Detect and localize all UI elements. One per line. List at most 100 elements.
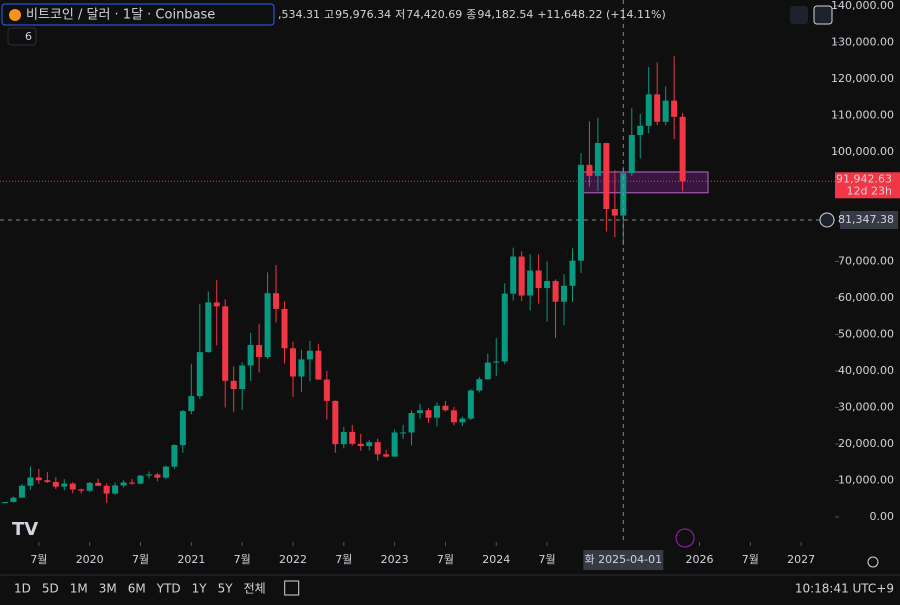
y-tick-label: 0.00 [870,510,895,523]
candle-body [510,256,517,294]
candle-body [120,482,127,486]
legend-value: 74,420.69 [406,8,462,21]
candle-body [366,442,373,447]
candle-body [61,483,68,487]
event-icon [675,528,695,548]
candle-body [86,482,93,491]
candle-body [679,116,686,182]
y-tick-label: 110,000.00 [831,108,894,121]
clock: 10:18:41 UTC+9 [795,582,894,596]
symbol: 비트코인 / 달러 · 1달 · Coinbase [26,8,215,23]
candle-body [671,100,678,117]
candle-body [323,379,330,401]
candle-body [315,350,322,380]
candle-body [391,432,398,457]
candle-body [205,302,212,353]
range-button[interactable]: 3M [99,582,117,596]
candle-body [2,502,8,504]
crosshair-x-tag [583,550,664,570]
candle-body [44,480,51,482]
x-tick-label: 2020 [76,553,104,566]
indicator-toggle[interactable] [7,27,37,46]
candle-body [230,380,237,390]
range-button[interactable]: 1D [14,582,31,596]
legend-value: 고 [324,8,334,21]
candle-body [239,365,246,390]
candle-body [628,134,635,174]
candle-body [408,413,415,433]
legend-value: 94,182.54 [477,8,533,21]
candle-body [264,293,271,358]
crosshair-y-tag [840,210,898,229]
y-tick-label: 130,000.00 [831,35,894,48]
logo: TV [12,519,38,540]
legend-value: 저 [395,8,405,21]
range-button[interactable]: YTD [156,582,181,596]
add-button[interactable] [819,212,835,228]
x-tick-label: 7월 [30,553,47,566]
x-tick-label: 7월 [437,553,454,566]
scroll-button[interactable] [790,6,808,24]
range-button[interactable]: 전체 [244,582,266,596]
candle-body [188,396,195,412]
range-button[interactable]: 1M [70,582,88,596]
candle-body [476,379,483,391]
candle-body [518,256,525,296]
candle-body [611,209,618,216]
candle-body [27,477,34,486]
candle-body [383,454,390,457]
candle-body [484,362,491,380]
candle-body [129,482,136,484]
candle-body [95,482,102,486]
legend-value: +11,648.22 (+14.11%) [537,8,665,21]
y-tick-label: 10,000.00 [838,473,894,486]
candle-body [154,474,161,478]
last-price-tag [835,172,900,199]
candle-body [374,442,381,455]
x-tick-label: 7월 [234,553,251,566]
x-tick-label: 7월 [539,553,556,566]
candle-body [501,293,508,362]
crosshair-y-label: 81,347.38 [838,213,894,226]
candle-body [281,308,288,349]
candle-body [52,481,59,487]
range-button[interactable]: 5Y [218,582,234,596]
indicator-count: 6 [25,30,32,43]
candle-body [213,302,220,307]
candle-body [349,431,356,444]
candle-body [527,270,534,296]
countdown: 12d 23h [847,184,892,197]
candle-body [357,443,364,447]
last-price-label: 91,942.63 [836,172,892,185]
range-button[interactable]: 1Y [192,582,208,596]
y-tick-label: 140,000.00 [831,0,894,12]
candle-body [561,285,568,302]
x-tick-label: 2024 [482,553,510,566]
fullscreen-button[interactable] [813,5,833,25]
candle-body [78,489,85,491]
candle-body [637,125,644,135]
candle-body [222,306,229,381]
candle-body [273,293,280,309]
date-range-button[interactable] [284,580,300,596]
candle-body [306,350,313,360]
candle-body [577,164,584,261]
candle-body [442,405,449,411]
candle-body [425,410,432,418]
candle-body [112,485,119,494]
candle-body [69,483,76,490]
candle-body [289,348,296,377]
settings-icon[interactable] [867,556,879,568]
y-tick-label: 120,000.00 [831,72,894,85]
range-button[interactable]: 5D [42,582,59,596]
range-button[interactable]: 6M [128,582,146,596]
candle-body [417,410,424,414]
symbol-box[interactable] [1,3,275,26]
candle-body [493,361,500,363]
x-tick-label: 2027 [787,553,815,566]
candle-body [171,445,178,467]
y-tick-label: 30,000.00 [838,400,894,413]
x-tick-label: 7월 [132,553,149,566]
